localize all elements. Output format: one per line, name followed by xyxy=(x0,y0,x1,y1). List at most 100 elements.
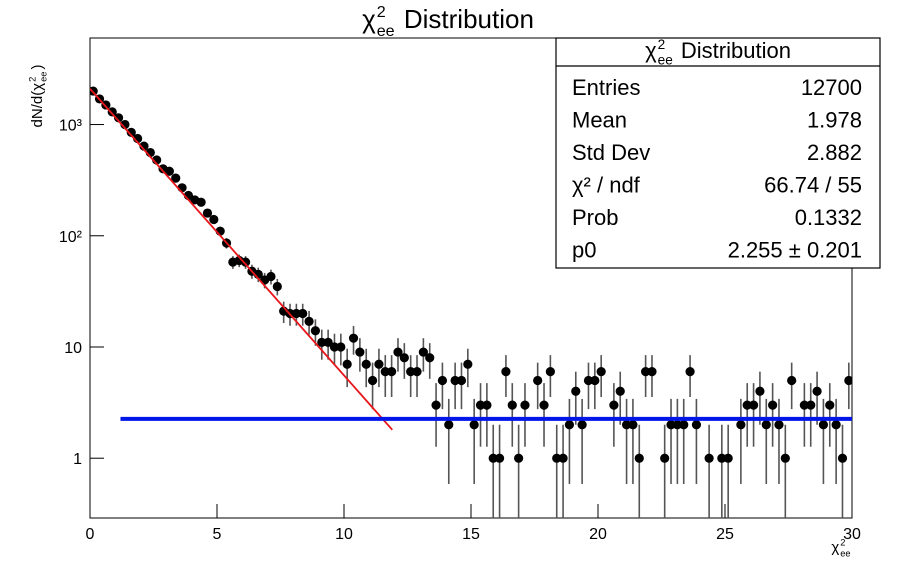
data-point xyxy=(558,453,568,463)
data-point xyxy=(291,308,301,319)
data-point xyxy=(717,453,727,463)
chart-title-body: χ 2ee Distribution xyxy=(362,3,534,40)
data-point xyxy=(672,420,682,430)
data-point xyxy=(806,400,816,410)
data-point xyxy=(469,420,479,430)
data-point xyxy=(113,113,124,123)
data-point xyxy=(571,386,581,396)
fit-line xyxy=(90,88,393,431)
data-point xyxy=(412,367,422,377)
data-point xyxy=(812,386,822,396)
x-tick-label: 20 xyxy=(589,526,607,543)
data-point xyxy=(634,453,644,463)
data-point xyxy=(837,453,848,463)
stats-title: χ 2ee Distribution xyxy=(645,37,791,68)
data-point xyxy=(609,400,619,410)
data-point xyxy=(101,100,111,110)
data-point xyxy=(406,367,416,377)
data-point xyxy=(342,359,352,369)
data-point xyxy=(298,308,308,319)
stats-box xyxy=(555,37,881,269)
data-point xyxy=(126,127,136,137)
data-point xyxy=(736,420,746,430)
data-point xyxy=(761,420,771,430)
data-point xyxy=(437,375,448,386)
x-tick-label: 10 xyxy=(335,526,353,543)
stats-label: Mean xyxy=(572,108,627,133)
data-point xyxy=(539,400,549,410)
y-axis-label-sub: ee xyxy=(39,72,49,82)
data-point xyxy=(90,86,98,96)
data-point xyxy=(748,400,759,410)
data-point xyxy=(240,257,251,267)
x-axis-label: χ 2ee xyxy=(831,538,850,559)
data-point xyxy=(456,375,467,386)
data-point xyxy=(514,453,524,463)
x-tick-label: 0 xyxy=(86,526,95,543)
data-point xyxy=(323,337,333,347)
data-point xyxy=(825,400,835,410)
data-point xyxy=(533,375,543,386)
y-tick-label: 10 xyxy=(64,340,82,357)
data-point xyxy=(317,337,327,347)
data-point xyxy=(507,400,517,410)
data-point xyxy=(304,316,314,326)
data-point xyxy=(488,453,498,463)
data-point xyxy=(666,420,676,430)
data-point xyxy=(818,420,829,430)
data-point xyxy=(387,367,397,377)
data-area xyxy=(90,86,852,518)
data-point xyxy=(628,420,638,430)
data-point xyxy=(679,420,689,430)
data-point xyxy=(844,375,852,386)
stats-title-symbol: χ xyxy=(645,38,657,63)
data-point xyxy=(545,367,555,377)
x-tick-label: 5 xyxy=(213,526,222,543)
x-axis-label-symbol: χ xyxy=(831,539,839,556)
x-axis-label-sup: 2 xyxy=(840,538,845,548)
data-point xyxy=(501,367,511,377)
y-tick-label: 10² xyxy=(59,229,83,246)
stats-label: Entries xyxy=(572,75,640,100)
y-axis-label: dN/d(χ2 ee) xyxy=(28,65,49,128)
data-point xyxy=(615,386,625,396)
data-point xyxy=(196,197,206,207)
stats-title-sup: 2 xyxy=(658,37,666,52)
data-point xyxy=(380,367,390,377)
data-point xyxy=(742,400,752,410)
data-point xyxy=(329,342,340,352)
data-point xyxy=(393,347,403,357)
data-point xyxy=(202,208,213,218)
data-point xyxy=(266,271,276,282)
data-point xyxy=(596,367,606,377)
data-point xyxy=(463,359,473,369)
stats-label: Prob xyxy=(572,205,618,230)
y-axis-label-sup: 2 xyxy=(28,77,38,82)
data-point xyxy=(704,453,714,463)
data-point xyxy=(164,166,174,176)
data-point xyxy=(787,375,797,386)
x-axis-label-body: χ 2ee xyxy=(831,538,850,559)
stats-value: 1.978 xyxy=(807,108,862,133)
data-point xyxy=(768,400,778,410)
chart-title-sub: ee xyxy=(377,22,395,40)
y-axis-label-prefix: dN/d( xyxy=(29,91,46,128)
y-tick-label: 10³ xyxy=(59,118,83,135)
data-point xyxy=(418,347,428,357)
x-tick-label: 25 xyxy=(716,526,734,543)
stats-value: 12700 xyxy=(801,75,862,100)
data-point xyxy=(520,400,530,410)
data-point xyxy=(647,367,657,377)
data-point xyxy=(590,375,600,386)
data-point xyxy=(482,400,492,410)
chart-title-symbol: χ xyxy=(362,4,376,34)
data-point xyxy=(564,420,575,430)
x-axis-label-sub: ee xyxy=(840,549,850,559)
y-axis-label-symbol: χ xyxy=(29,83,46,91)
stats-title-sub: ee xyxy=(658,53,673,68)
x-tick-label: 15 xyxy=(462,526,480,543)
chart-title-suffix: Distribution xyxy=(397,4,534,34)
data-point xyxy=(444,420,454,430)
y-tick-label: 1 xyxy=(73,451,82,468)
